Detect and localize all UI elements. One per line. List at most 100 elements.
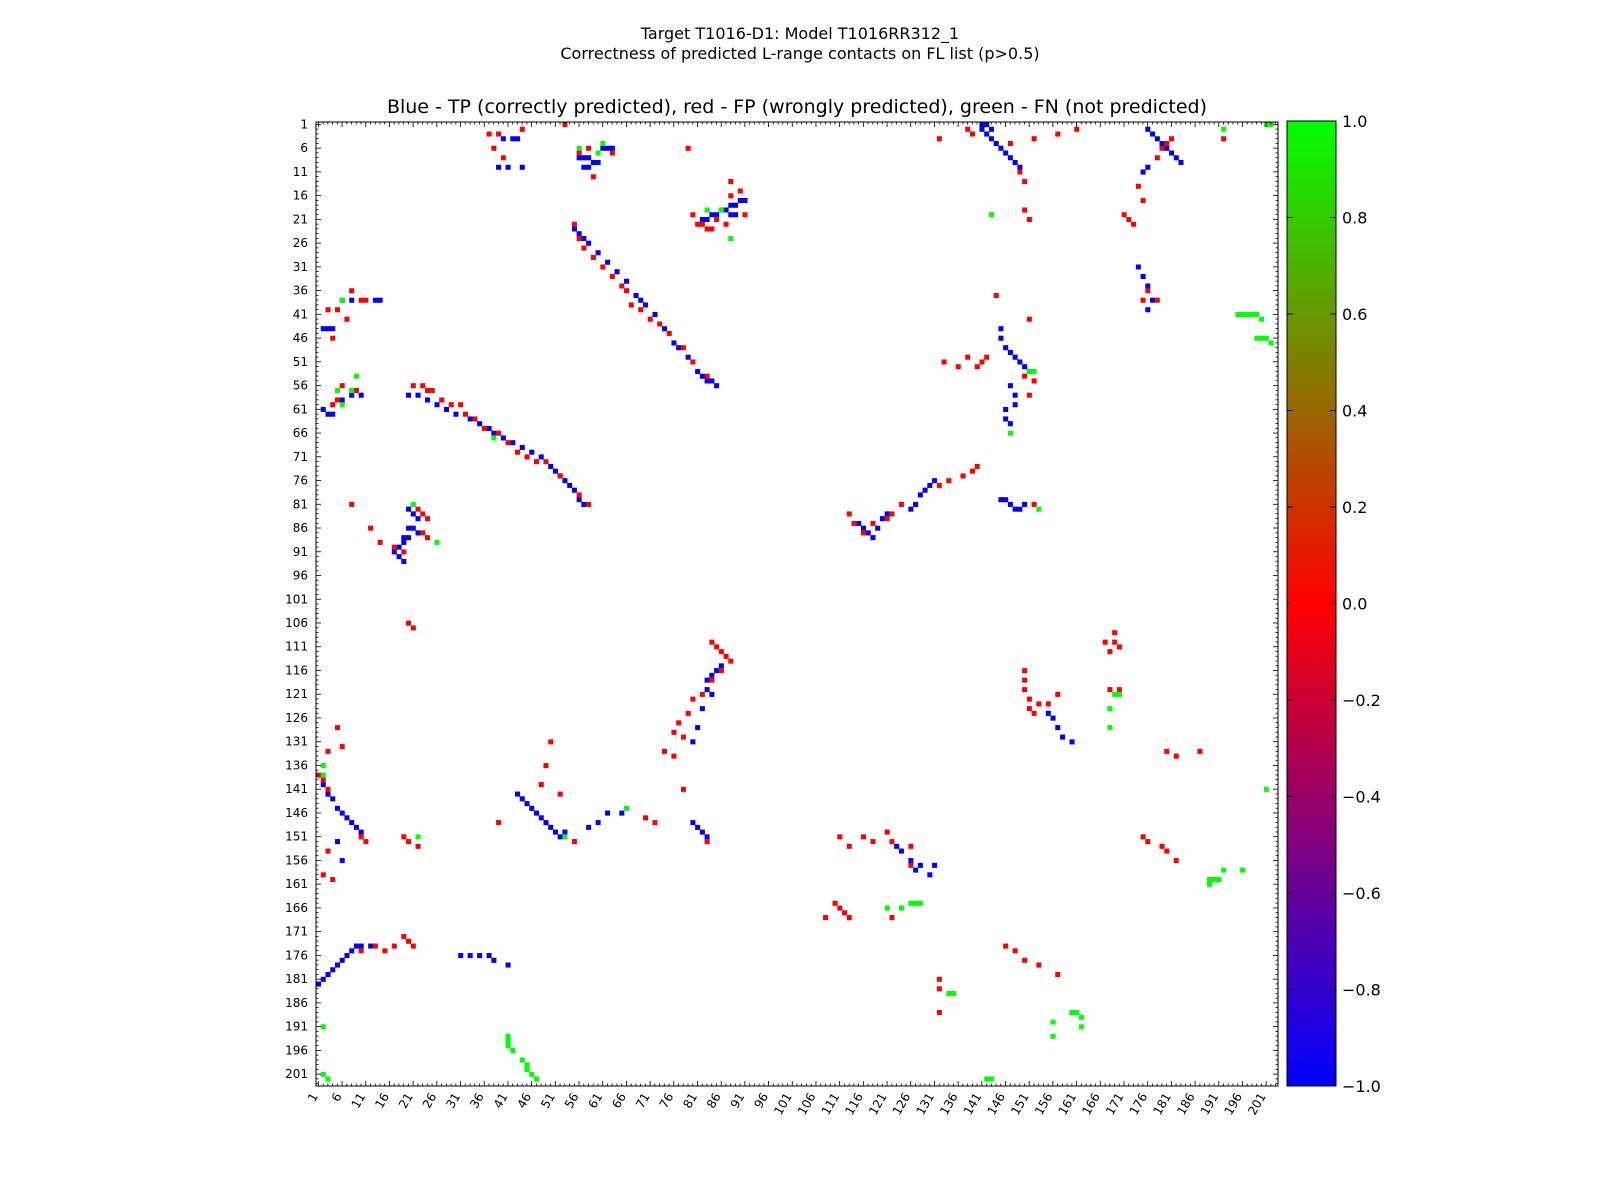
- contact-cell-tp: [576, 497, 582, 503]
- contact-cell-fp: [557, 473, 563, 479]
- contact-cell-fp: [325, 307, 331, 313]
- contact-cell-fp: [571, 839, 577, 845]
- contact-cell-tp: [500, 435, 506, 441]
- contact-cell-fp: [1031, 136, 1037, 142]
- contact-cell-fp: [415, 506, 421, 512]
- y-tick-label: 201: [285, 1067, 308, 1081]
- contact-cell-fn: [1116, 691, 1122, 697]
- contact-cell-fn: [510, 1048, 516, 1054]
- contact-cell-fp: [590, 174, 596, 180]
- contact-cell-tp: [988, 136, 994, 142]
- series-tp: [316, 122, 1184, 987]
- contact-cell-fp: [576, 492, 582, 498]
- y-tick-label: 126: [285, 711, 308, 725]
- contact-cell-fn: [1249, 311, 1255, 317]
- contact-cell-tp: [884, 511, 890, 517]
- contact-cell-tp: [1017, 506, 1023, 512]
- contact-cell-fp: [339, 744, 345, 750]
- contact-cell-fp: [406, 938, 412, 944]
- contact-cell-fp: [1145, 839, 1151, 845]
- contact-cell-fp: [543, 459, 549, 465]
- contact-cell-fp: [1012, 948, 1018, 954]
- contact-cell-tp: [586, 164, 592, 170]
- contact-cell-tp: [1055, 725, 1061, 731]
- contact-cell-fn: [1112, 691, 1118, 697]
- contact-cell-fp: [1173, 753, 1179, 759]
- contact-cell-tp: [339, 810, 345, 816]
- contact-cell-fp: [728, 193, 734, 199]
- contact-cell-fp: [320, 872, 326, 878]
- contact-cell-fp: [941, 359, 947, 365]
- colorbar-tick-label: 1.0: [1342, 112, 1367, 131]
- contact-cell-tp: [979, 126, 985, 132]
- contact-cell-fn: [704, 207, 710, 213]
- contact-cell-tp: [548, 463, 554, 469]
- contact-cell-tp: [671, 340, 677, 346]
- contact-cell-tp: [486, 953, 492, 959]
- x-tick-label: 101: [771, 1090, 795, 1117]
- contact-cell-tp: [453, 411, 459, 417]
- y-tick-label: 26: [293, 236, 308, 250]
- contact-cell-fp: [624, 288, 630, 294]
- contact-cell-fn: [562, 834, 568, 840]
- contact-cell-fp: [349, 501, 355, 507]
- contact-cell-tp: [932, 862, 938, 868]
- contact-cell-fp: [401, 934, 407, 940]
- contact-cell-fp: [1197, 748, 1203, 754]
- contact-cell-tp: [358, 392, 364, 398]
- contact-cell-fp: [1154, 155, 1160, 161]
- contact-cell-fp: [704, 373, 710, 379]
- contact-cell-fp: [320, 777, 326, 783]
- contact-cell-fp: [1140, 197, 1146, 204]
- x-tick-label: 171: [1103, 1091, 1127, 1118]
- contact-cell-fp: [325, 848, 331, 854]
- contact-cell-fp: [860, 834, 867, 840]
- contact-cell-tp: [699, 829, 705, 835]
- contact-cell-tp: [875, 525, 881, 531]
- contact-cell-tp: [406, 506, 412, 512]
- contact-cell-tp: [1012, 402, 1018, 408]
- contact-cell-fp: [685, 145, 691, 151]
- y-tick-label: 151: [285, 830, 308, 844]
- contact-cell-tp: [458, 953, 464, 959]
- contact-cell-tp: [529, 805, 535, 811]
- colorbar-tick-label: 0.4: [1342, 402, 1367, 421]
- contact-cell-fp: [936, 986, 942, 992]
- y-tick-label: 121: [285, 687, 308, 701]
- contact-cell-tp: [714, 212, 720, 218]
- x-tick-label: 81: [680, 1090, 700, 1110]
- contact-cell-tp: [1060, 734, 1066, 740]
- contact-cell-fp: [600, 264, 606, 270]
- contact-cell-fp: [1017, 169, 1023, 175]
- contact-cell-tp: [571, 226, 577, 232]
- y-tick-label: 41: [293, 307, 308, 321]
- contact-cell-fn: [1031, 368, 1037, 374]
- contact-cell-fp: [557, 791, 563, 797]
- contact-cell-tp: [524, 801, 530, 807]
- contact-cell-tp: [652, 311, 658, 317]
- contact-cell-tp: [353, 943, 359, 949]
- contact-cell-tp: [552, 468, 558, 474]
- contact-cell-tp: [1140, 169, 1146, 175]
- contact-cell-tp: [344, 815, 350, 821]
- y-tick-label: 191: [285, 1020, 308, 1034]
- contact-cell-fn: [1069, 1010, 1075, 1016]
- colorbar-gradient: [1286, 120, 1337, 1087]
- contact-cell-fp: [1022, 668, 1028, 674]
- colorbar-tick-label: −0.2: [1342, 691, 1381, 710]
- contact-cells: [316, 122, 1274, 1082]
- chart-title-line-2: Correctness of predicted L-range contact…: [560, 44, 1040, 63]
- contact-cell-tp: [690, 820, 696, 826]
- x-tick-label: 76: [657, 1091, 677, 1111]
- contact-cell-tp: [496, 164, 502, 170]
- contact-cell-tp: [567, 482, 573, 488]
- contact-cell-fn: [1216, 877, 1222, 883]
- x-tick-label: 96: [751, 1091, 771, 1111]
- contact-cell-fn: [884, 905, 890, 911]
- contact-cell-tp: [1164, 145, 1170, 151]
- contact-cell-fn: [1050, 1019, 1056, 1025]
- contact-cell-fp: [581, 245, 587, 251]
- contact-cell-fp: [1026, 696, 1032, 702]
- contact-cell-fp: [965, 354, 971, 360]
